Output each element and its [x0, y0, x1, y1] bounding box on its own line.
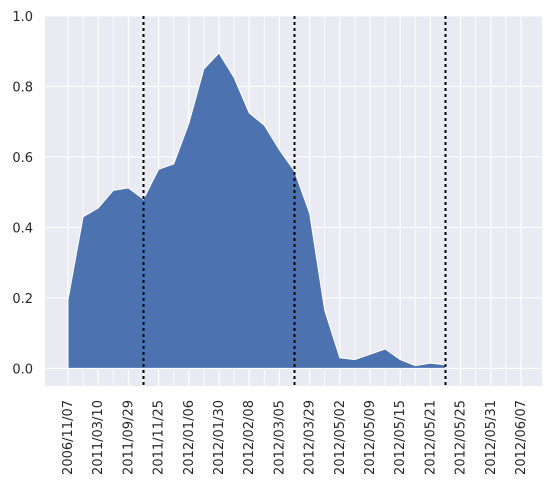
x-tick-label: 2012/01/30 [212, 400, 227, 475]
x-tick-label: 2012/05/15 [393, 400, 408, 475]
x-tick-label: 2011/03/10 [91, 400, 106, 475]
x-tick-label: 2012/06/07 [514, 400, 529, 475]
x-tick-label: 2012/05/09 [363, 400, 378, 475]
y-tick-label: 0.6 [12, 151, 33, 166]
x-tick-label: 2012/02/08 [242, 400, 257, 475]
x-tick-label: 2012/05/02 [333, 400, 348, 475]
x-tick-label: 2012/05/25 [454, 400, 469, 475]
x-tick-label: 2012/05/21 [423, 400, 438, 475]
y-tick-label: 0.0 [12, 362, 33, 377]
x-tick-label: 2012/03/29 [303, 400, 318, 475]
area-series [67, 52, 446, 369]
x-tick-label: 2012/01/06 [182, 400, 197, 475]
y-tick-label: 0.2 [12, 292, 33, 307]
x-tick-label: 2012/03/05 [272, 400, 287, 475]
y-tick-label: 1.0 [12, 10, 33, 25]
x-tick-label: 2011/11/25 [152, 400, 167, 475]
x-axis-tick-labels: 2006/11/07 2011/03/10 2011/09/29 2011/11/25… [61, 400, 529, 475]
y-tick-label: 0.4 [12, 221, 33, 236]
x-tick-label: 2011/09/29 [121, 400, 136, 475]
x-tick-label: 2012/05/31 [484, 400, 499, 475]
vertical-marker-lines [142, 16, 447, 386]
area-fill [67, 52, 446, 369]
y-axis-tick-labels: 0.0 0.2 0.4 0.6 0.8 1.0 [12, 10, 33, 377]
y-tick-label: 0.8 [12, 80, 33, 95]
x-tick-label: 2006/11/07 [61, 400, 76, 475]
